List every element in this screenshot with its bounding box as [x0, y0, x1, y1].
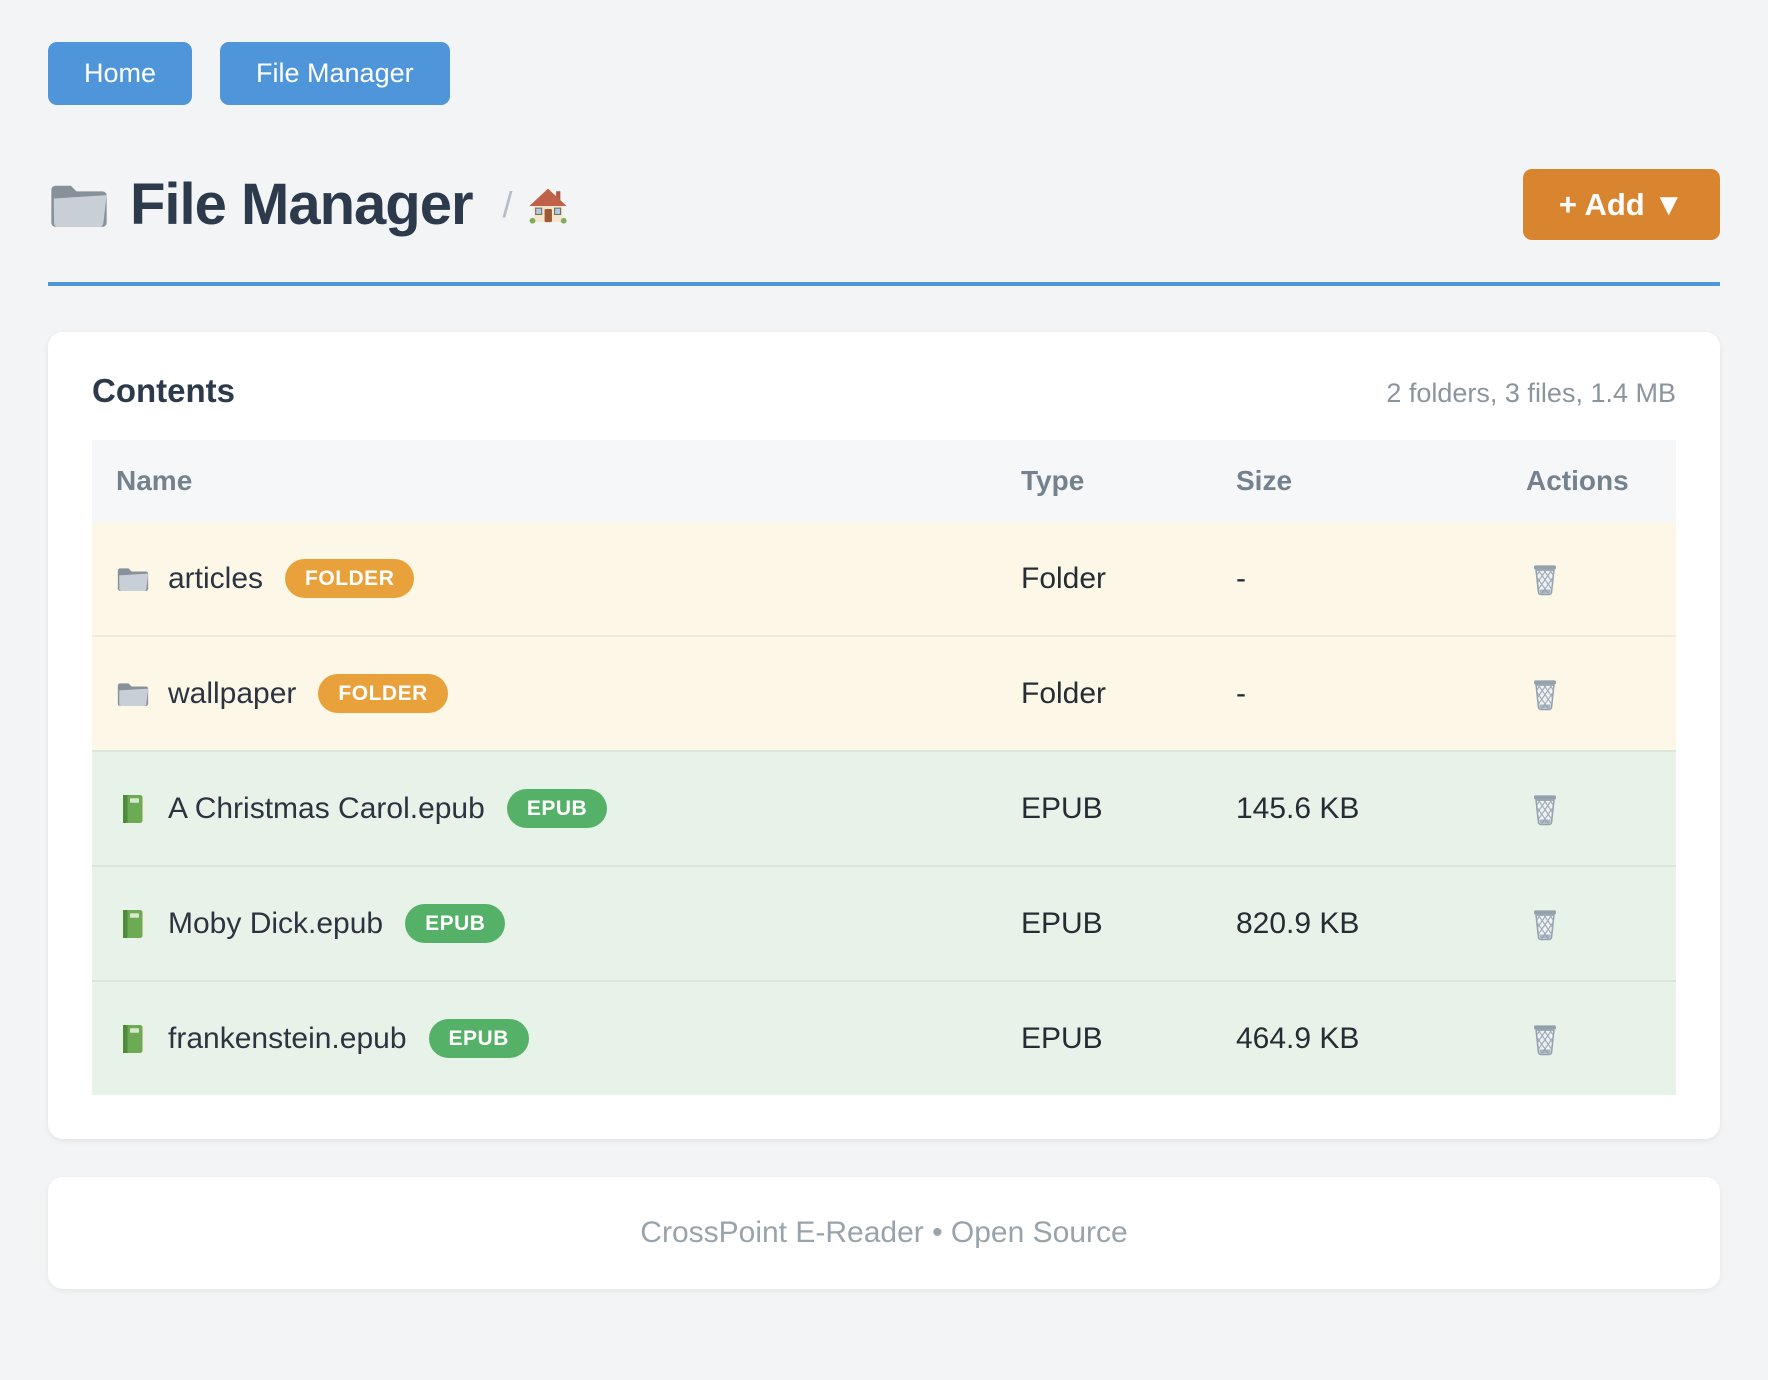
page-title: File Manager	[130, 172, 474, 237]
file-type: Folder	[1021, 561, 1107, 595]
trash-icon	[1526, 1020, 1564, 1058]
breadcrumb-separator: /	[502, 183, 513, 225]
epub-badge: EPUB	[428, 1019, 529, 1058]
file-size: -	[1236, 676, 1246, 710]
file-size: 464.9 KB	[1236, 1021, 1360, 1055]
folder-icon	[51, 185, 107, 227]
page-header: File Manager / + Add ▼	[48, 169, 1720, 240]
folder-icon	[117, 682, 149, 706]
table-row[interactable]: frankenstein.epub EPUB EPUB 464.9 KB	[92, 980, 1676, 1095]
footer-text: CrossPoint E-Reader • Open Source	[640, 1216, 1128, 1249]
epub-badge: EPUB	[405, 904, 506, 943]
delete-button[interactable]	[1526, 790, 1564, 828]
folder-badge: FOLDER	[318, 674, 448, 713]
delete-button[interactable]	[1526, 905, 1564, 943]
delete-button[interactable]	[1526, 560, 1564, 598]
file-type: EPUB	[1021, 791, 1103, 825]
trash-icon	[1526, 905, 1564, 943]
file-size: -	[1236, 561, 1246, 595]
trash-icon	[1526, 790, 1564, 828]
nav-button-home[interactable]: Home	[48, 42, 193, 105]
file-name[interactable]: articles	[168, 561, 264, 595]
contents-summary: 2 folders, 3 files, 1.4 MB	[1386, 378, 1676, 408]
file-name[interactable]: frankenstein.epub	[168, 1021, 407, 1055]
title-divider	[48, 282, 1720, 286]
file-name[interactable]: Moby Dick.epub	[168, 906, 384, 940]
column-header-size: Size	[1236, 465, 1293, 496]
table-row[interactable]: Moby Dick.epub EPUB EPUB 820.9 KB	[92, 865, 1676, 980]
house-icon[interactable]	[527, 184, 569, 226]
contents-card-header: Contents 2 folders, 3 files, 1.4 MB	[92, 372, 1676, 410]
file-type: EPUB	[1021, 906, 1103, 940]
folder-icon	[117, 567, 149, 591]
delete-button[interactable]	[1526, 1020, 1564, 1058]
nav-button-file-manager[interactable]: File Manager	[220, 42, 450, 105]
file-size: 820.9 KB	[1236, 906, 1360, 940]
table-header-row: Name Type Size Actions	[92, 440, 1676, 522]
column-header-name: Name	[116, 465, 193, 496]
trash-icon	[1526, 675, 1564, 713]
contents-card: Contents 2 folders, 3 files, 1.4 MB Name…	[48, 332, 1720, 1139]
contents-heading: Contents	[92, 372, 235, 409]
file-table: Name Type Size Actions articles FOLDER F…	[92, 440, 1676, 1095]
column-header-type: Type	[1021, 465, 1085, 496]
file-name[interactable]: wallpaper	[168, 676, 297, 710]
book-icon	[123, 794, 145, 823]
file-size: 145.6 KB	[1236, 791, 1360, 825]
table-row[interactable]: A Christmas Carol.epub EPUB EPUB 145.6 K…	[92, 750, 1676, 865]
top-nav: Home File Manager	[48, 42, 1720, 105]
table-row[interactable]: articles FOLDER Folder -	[92, 522, 1676, 635]
column-header-actions: Actions	[1526, 465, 1629, 496]
file-type: Folder	[1021, 676, 1107, 710]
table-row[interactable]: wallpaper FOLDER Folder -	[92, 635, 1676, 750]
footer: CrossPoint E-Reader • Open Source	[48, 1177, 1720, 1289]
delete-button[interactable]	[1526, 675, 1564, 713]
file-type: EPUB	[1021, 1021, 1103, 1055]
folder-badge: FOLDER	[285, 559, 415, 598]
book-icon	[123, 909, 145, 938]
trash-icon	[1526, 560, 1564, 598]
add-button[interactable]: + Add ▼	[1522, 169, 1720, 240]
book-icon	[123, 1024, 145, 1053]
file-name[interactable]: A Christmas Carol.epub	[168, 791, 485, 825]
epub-badge: EPUB	[506, 789, 608, 828]
